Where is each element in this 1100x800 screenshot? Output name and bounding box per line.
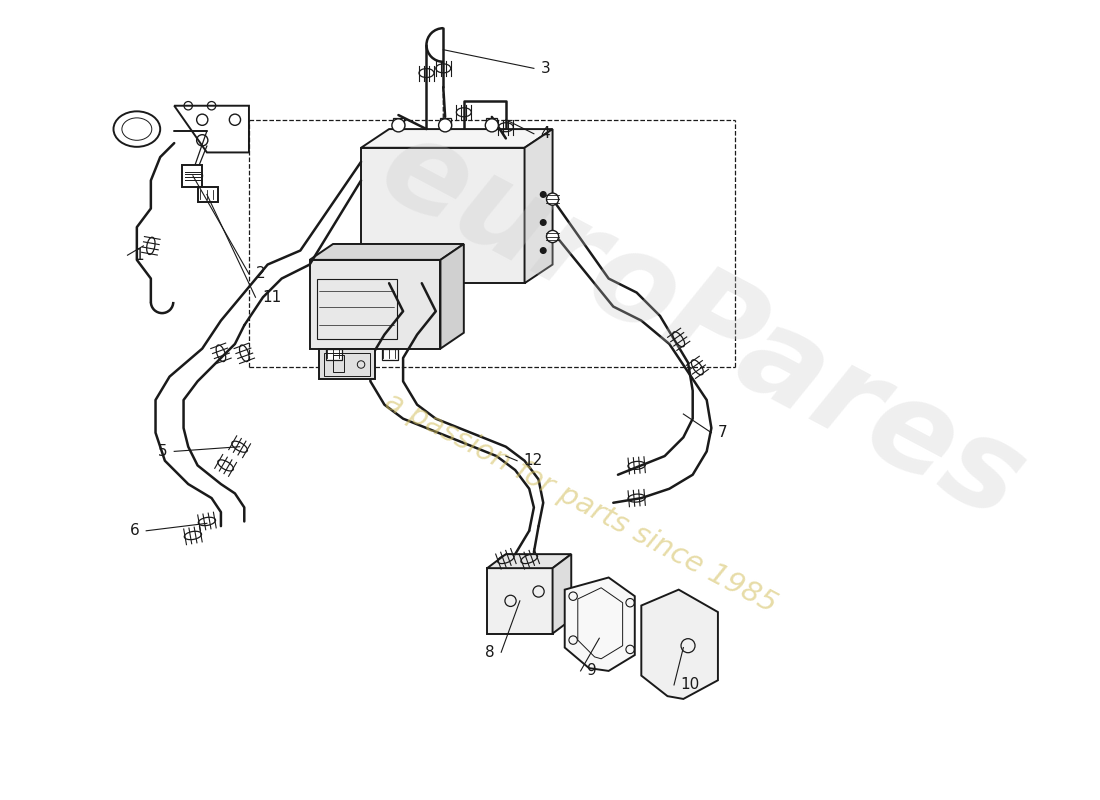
Text: 3: 3 — [540, 61, 550, 76]
Text: 2: 2 — [255, 266, 265, 282]
Text: 6: 6 — [130, 523, 140, 538]
Text: euroPares: euroPares — [360, 105, 1044, 546]
Circle shape — [392, 119, 405, 132]
Polygon shape — [310, 244, 464, 260]
Circle shape — [547, 230, 559, 242]
Text: 10: 10 — [681, 678, 700, 693]
Polygon shape — [525, 129, 552, 283]
Circle shape — [439, 119, 452, 132]
Polygon shape — [487, 568, 552, 634]
Circle shape — [540, 248, 546, 254]
Polygon shape — [361, 129, 552, 148]
Polygon shape — [564, 578, 635, 671]
Text: 9: 9 — [587, 663, 597, 678]
Text: 12: 12 — [524, 454, 543, 468]
Bar — [333, 355, 344, 372]
Text: 11: 11 — [262, 290, 282, 305]
Bar — [317, 278, 397, 339]
Circle shape — [485, 119, 498, 132]
Circle shape — [547, 193, 559, 206]
Text: a passion for parts since 1985: a passion for parts since 1985 — [379, 387, 781, 618]
Bar — [323, 354, 371, 376]
Polygon shape — [440, 244, 464, 349]
Bar — [198, 187, 218, 202]
Bar — [182, 165, 202, 187]
Text: 1: 1 — [134, 248, 144, 262]
Polygon shape — [361, 148, 525, 283]
Bar — [326, 349, 342, 360]
Ellipse shape — [113, 111, 161, 147]
Text: 7: 7 — [718, 425, 727, 440]
Circle shape — [540, 220, 546, 226]
Polygon shape — [487, 554, 571, 568]
Polygon shape — [310, 260, 440, 349]
Bar — [486, 118, 497, 129]
Polygon shape — [552, 554, 571, 634]
Text: 5: 5 — [158, 444, 167, 459]
Bar — [393, 118, 404, 129]
Ellipse shape — [184, 170, 202, 182]
Text: 8: 8 — [485, 645, 495, 660]
Bar — [319, 349, 375, 378]
Bar — [440, 118, 451, 129]
Polygon shape — [641, 590, 718, 699]
Text: 4: 4 — [540, 126, 550, 142]
Bar — [382, 349, 398, 360]
Circle shape — [540, 192, 546, 198]
